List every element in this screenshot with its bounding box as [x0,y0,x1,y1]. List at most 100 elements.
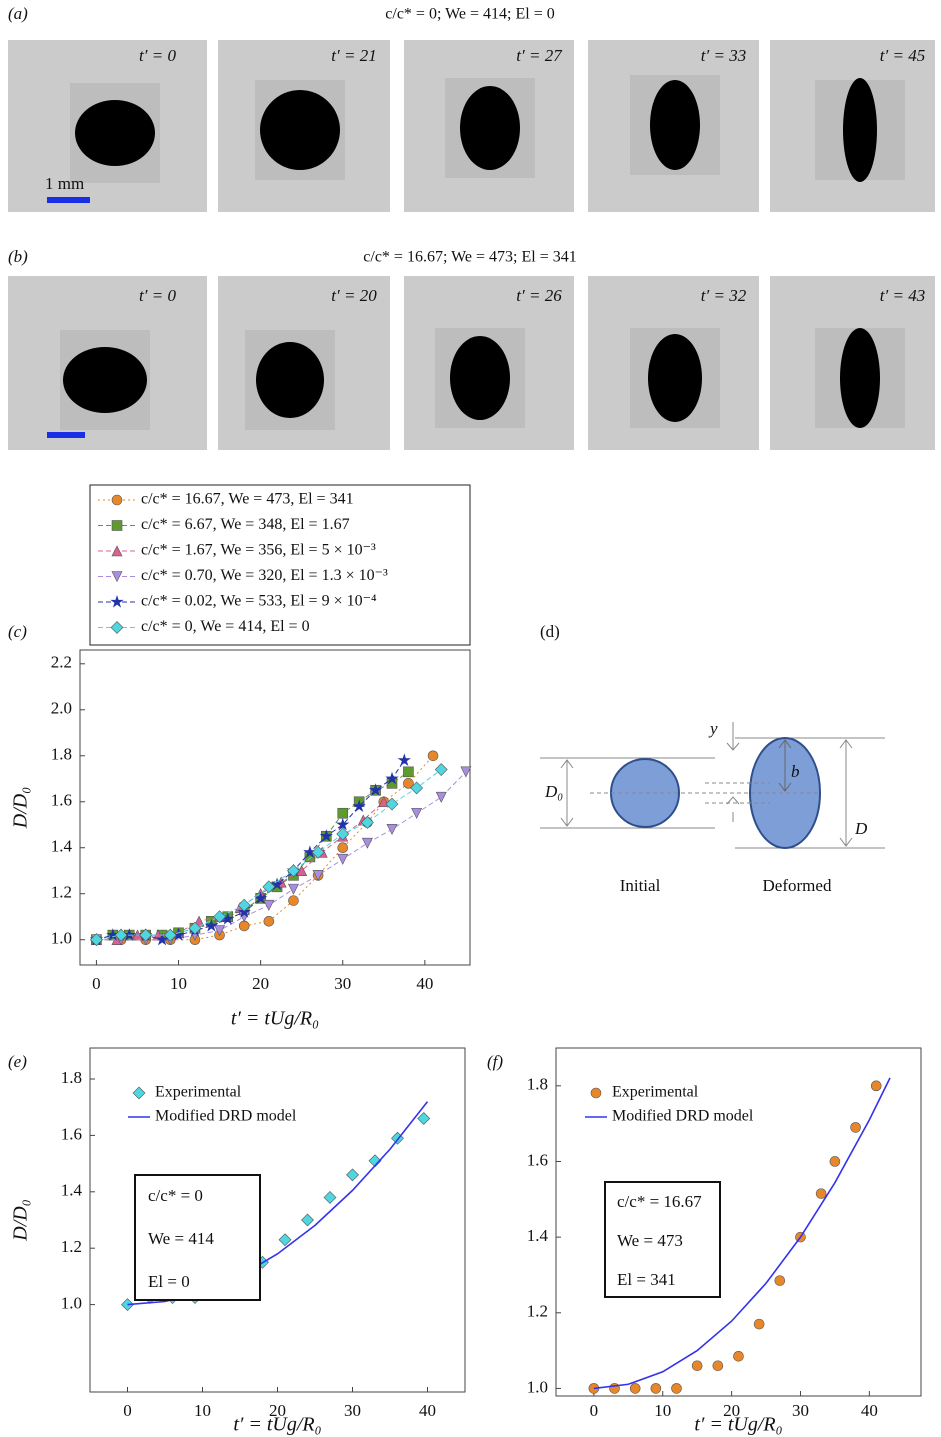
legend-label: c/c* = 6.67, We = 348, El = 1.67 [141,516,350,533]
data-point [114,928,128,942]
data-point [312,870,324,881]
legend-marker [111,520,123,531]
data-point [337,842,349,854]
x-tick-label: 40 [416,974,433,993]
data-point [753,1318,765,1330]
data-point [139,928,153,942]
data-point [368,783,383,796]
data-point [417,1112,431,1125]
droplet [256,342,324,418]
data-point [403,766,414,778]
data-point [650,1383,662,1394]
frame-label: t′ = 0 [139,286,176,305]
arrow-head [560,759,574,827]
data-point [155,932,169,946]
panel-label: (a) [8,4,28,23]
annotation: We = 473 [617,1231,683,1250]
data-point [411,807,423,819]
data-point [288,895,299,906]
data-point [870,1080,882,1092]
x-axis-label: t′ = tUg/R₀ [694,1414,782,1436]
legend-marker [111,494,123,506]
droplet [650,80,700,170]
x-tick-label: 30 [792,1401,809,1420]
frame-label: t′ = 43 [880,286,925,305]
diagram-label: D [854,819,868,838]
frame-label: t′ = 21 [331,46,376,65]
x-tick-label: 40 [419,1401,436,1420]
legend-label: Modified DRD model [155,1108,297,1125]
plot-frame [555,1047,922,1397]
y-axis-label: D/D₀ [10,787,32,829]
plot-frame [79,649,471,966]
y-tick-label: 1.8 [61,1068,82,1087]
y-tick-label: 1.0 [51,929,72,948]
data-point [829,1156,841,1167]
panel-label: (b) [8,247,28,266]
y-tick-label: 1.8 [527,1075,548,1094]
panel-label: (c) [8,622,27,641]
data-point [397,753,411,767]
diagram-caption: Initial [620,876,661,895]
photo-caption: c/c* = 16.67; We = 473; El = 341 [363,249,576,266]
arrow [778,739,792,792]
frame-label: t′ = 26 [516,286,562,305]
y-tick-label: 1.2 [51,883,72,902]
legend-marker [111,545,123,557]
data-point [385,771,399,785]
data-point [346,1168,359,1182]
y-tick-label: 1.0 [61,1293,82,1312]
legend-marker [110,621,124,634]
legend-label: c/c* = 0.02, We = 533, El = 9 × 10⁻⁴ [141,593,377,610]
data-point [427,750,439,762]
legend-label: Modified DRD model [612,1108,754,1125]
x-tick-label: 20 [723,1401,740,1420]
data-point [435,791,447,803]
data-point [815,1188,827,1199]
droplet [450,336,510,420]
y-tick-label: 1.8 [51,745,72,764]
legend-label: c/c* = 16.67, We = 473, El = 341 [141,491,354,508]
legend-marker [132,1086,146,1100]
data-point [337,807,349,819]
data-point [262,880,276,894]
data-point [386,824,398,836]
data-point [691,1360,703,1372]
data-point [850,1122,861,1133]
arrow-head [839,739,853,847]
legend-label: c/c* = 1.67, We = 356, El = 5 × 10⁻³ [141,542,376,559]
data-point [163,928,177,942]
deformation-diagram [540,722,885,849]
frame-label: t′ = 32 [701,286,747,305]
legend-marker [110,595,124,608]
series-line [593,1077,891,1390]
annotation: We = 414 [148,1229,214,1248]
scale-bar [47,197,90,203]
data-point [629,1383,641,1394]
scale-bar [47,432,85,438]
series-line [96,760,405,941]
data-point [361,837,373,849]
data-point [287,883,299,895]
data-point [323,1191,337,1204]
x-tick-label: 10 [170,974,187,993]
data-point [712,1360,724,1372]
series-line [96,769,442,941]
scale-label: 1 mm [45,174,84,193]
x-tick-label: 20 [252,974,269,993]
y-tick-label: 1.4 [527,1226,549,1245]
data-point [237,898,251,912]
legend-box [89,484,471,646]
annotation: c/c* = 0 [148,1186,203,1205]
data-point [238,920,250,932]
data-point [89,933,103,947]
x-tick-label: 0 [590,1401,599,1420]
data-point [204,918,219,932]
annotation-box [134,1174,261,1301]
droplet [648,334,702,422]
data-point [188,921,202,935]
x-tick-label: 10 [654,1401,671,1420]
legend-marker [590,1087,602,1099]
data-point [311,845,325,859]
x-tick-label: 10 [194,1401,211,1420]
